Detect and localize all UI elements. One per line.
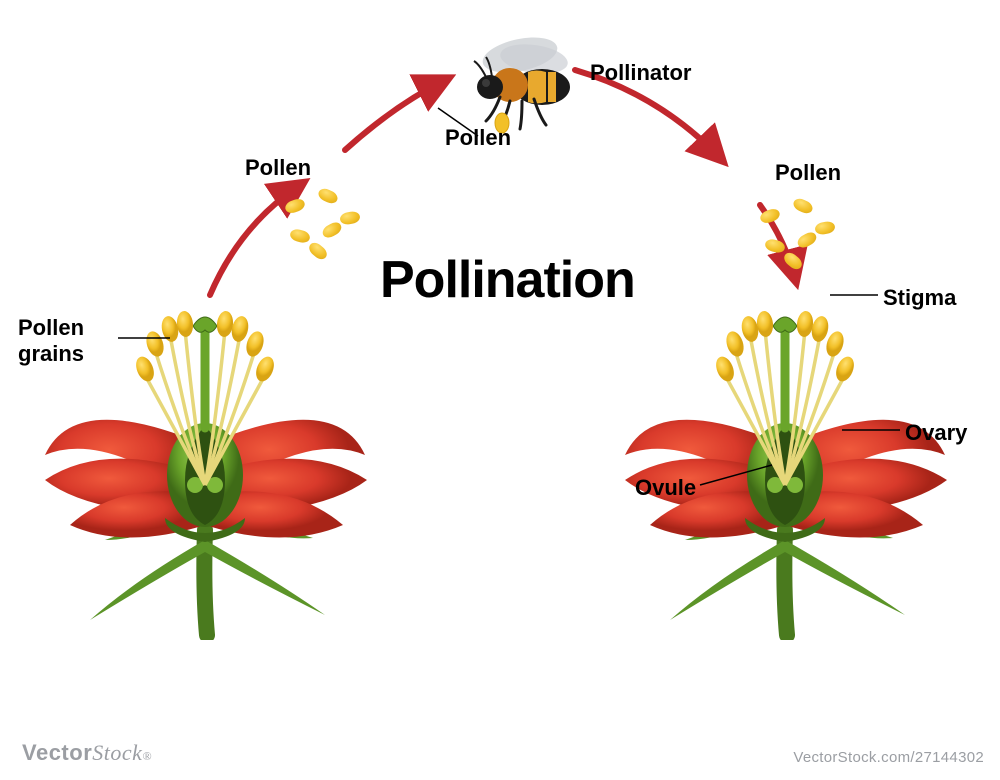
watermark-logo: VectorStock® bbox=[22, 740, 152, 766]
pollen-grain bbox=[289, 228, 311, 245]
diagram-title: Pollination bbox=[380, 250, 635, 310]
pollen-grain bbox=[781, 250, 804, 272]
pollen-grain bbox=[814, 220, 836, 235]
label-pollen-right: Pollen bbox=[775, 160, 841, 186]
label-pollinator: Pollinator bbox=[590, 60, 691, 86]
pollen-grain bbox=[320, 220, 343, 240]
watermark-source: VectorStock.com/27144302 bbox=[793, 749, 984, 766]
label-pollen-grains: Pollen grains bbox=[18, 315, 84, 367]
pollen-cluster-left bbox=[280, 190, 360, 260]
label-ovule: Ovule bbox=[635, 475, 696, 501]
arrow2 bbox=[345, 80, 445, 150]
label-stigma: Stigma bbox=[883, 285, 956, 311]
pollen-grain bbox=[316, 186, 339, 205]
pollen-grain bbox=[795, 230, 818, 250]
pollen-grain bbox=[764, 238, 786, 255]
flower-left bbox=[35, 280, 375, 645]
pollen-grain bbox=[339, 210, 361, 225]
pollen-grain bbox=[759, 207, 782, 225]
label-ovary: Ovary bbox=[905, 420, 967, 446]
pollen-grain bbox=[791, 196, 814, 215]
label-pollen-left: Pollen bbox=[245, 155, 311, 181]
label-pollen-center: Pollen bbox=[445, 125, 511, 151]
diagram-stage: Pollination Pollen grains Pollen Pollen Pol… bbox=[0, 0, 1000, 780]
flower-right bbox=[615, 280, 955, 645]
pollen-cluster-right bbox=[755, 200, 835, 270]
pollen-grain bbox=[306, 240, 329, 262]
pollen-grain bbox=[284, 197, 307, 215]
bee-pollinator bbox=[450, 25, 590, 140]
